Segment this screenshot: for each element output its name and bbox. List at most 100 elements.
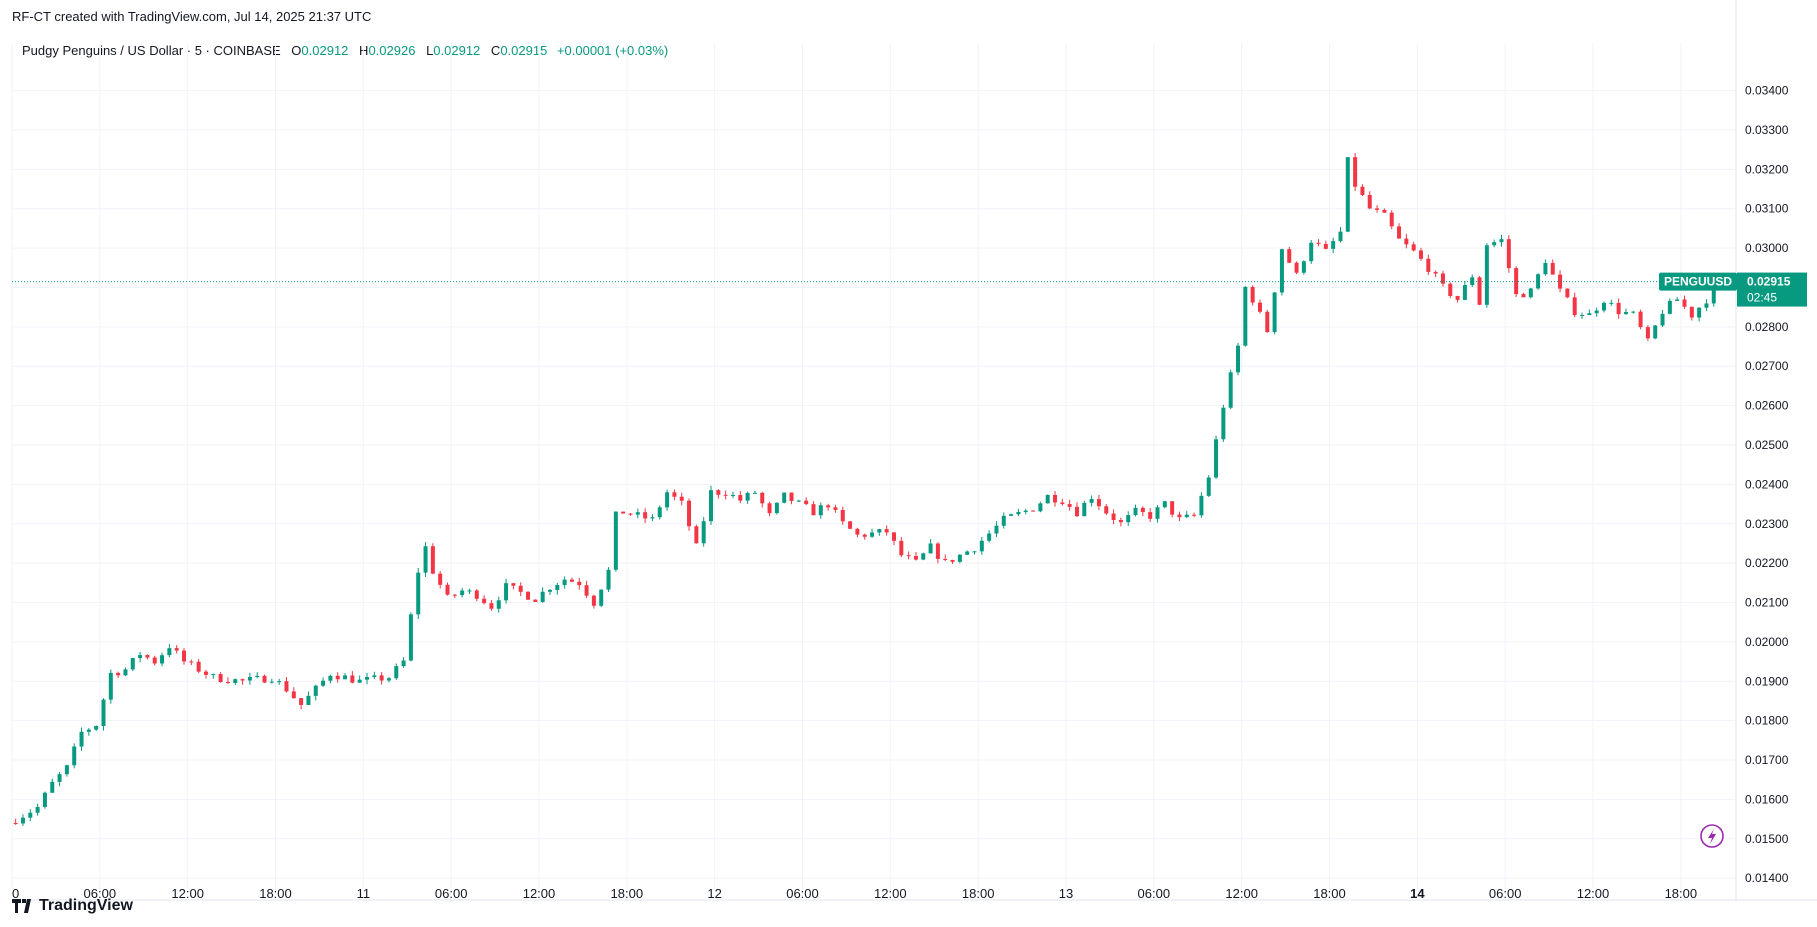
candle-body bbox=[386, 678, 391, 681]
candle bbox=[1660, 309, 1665, 328]
candle-body bbox=[1682, 299, 1687, 307]
candle-body bbox=[957, 554, 962, 562]
candle-body bbox=[1616, 302, 1621, 315]
candle bbox=[1096, 494, 1101, 511]
time-tick-label: 06:00 bbox=[1489, 886, 1522, 901]
candle bbox=[1053, 491, 1058, 507]
candle-body bbox=[1155, 507, 1160, 519]
candle-body bbox=[862, 534, 867, 537]
candle-body bbox=[709, 490, 714, 522]
candle bbox=[613, 511, 618, 572]
candle bbox=[269, 678, 274, 684]
time-tick-label: 06:00 bbox=[786, 886, 819, 901]
candle bbox=[1514, 266, 1519, 298]
candle bbox=[833, 504, 838, 513]
candle bbox=[804, 497, 809, 505]
candle bbox=[569, 577, 574, 583]
time-tick-label: 06:00 bbox=[435, 886, 468, 901]
candle bbox=[635, 508, 640, 519]
price-tick-label: 0.02500 bbox=[1745, 438, 1789, 452]
candle bbox=[313, 684, 318, 701]
candle bbox=[42, 791, 47, 809]
candle bbox=[203, 669, 208, 679]
open-label: O bbox=[291, 43, 302, 58]
candle-body bbox=[482, 598, 487, 604]
candle-body bbox=[460, 590, 465, 596]
candle bbox=[350, 671, 355, 684]
candle bbox=[1272, 292, 1277, 335]
candle bbox=[1279, 248, 1284, 296]
candle bbox=[1206, 475, 1211, 498]
candle-body bbox=[255, 675, 260, 677]
candle-body bbox=[738, 495, 743, 501]
price-tick-label: 0.01900 bbox=[1745, 674, 1789, 688]
candle bbox=[1331, 237, 1336, 254]
candle bbox=[709, 485, 714, 525]
candle bbox=[401, 657, 406, 668]
chart-overlay: PENGUUSD 0.02915 02:45 bbox=[12, 272, 1807, 848]
tradingview-logo[interactable]: TradingView bbox=[12, 897, 133, 915]
close-value: 0.02915 bbox=[500, 43, 548, 58]
candle bbox=[1360, 184, 1365, 197]
candle bbox=[1572, 292, 1577, 318]
symbol-title[interactable]: Pudgy Penguins / US Dollar · 5 · COINBAS… bbox=[22, 43, 281, 58]
candle bbox=[760, 491, 765, 508]
candle-body bbox=[1440, 273, 1445, 284]
candle bbox=[196, 658, 201, 674]
candle-body bbox=[1279, 249, 1284, 293]
candle bbox=[72, 743, 77, 769]
candle bbox=[189, 659, 194, 666]
candle-body bbox=[599, 589, 604, 606]
candle bbox=[108, 669, 113, 704]
candle bbox=[1536, 273, 1541, 290]
candle bbox=[79, 727, 84, 751]
candle-body bbox=[965, 551, 970, 555]
candle bbox=[101, 698, 106, 731]
candle bbox=[35, 803, 40, 816]
candle-body bbox=[935, 543, 940, 559]
time-tick-label: 18:00 bbox=[611, 886, 644, 901]
candle-body bbox=[452, 594, 457, 596]
candle bbox=[1345, 156, 1350, 233]
candle-body bbox=[1580, 315, 1585, 317]
candle bbox=[643, 508, 648, 523]
candle bbox=[789, 492, 794, 505]
time-tick-label: 12:00 bbox=[1577, 886, 1610, 901]
candle bbox=[482, 595, 487, 605]
price-tick-label: 0.02400 bbox=[1745, 477, 1789, 491]
candle bbox=[870, 528, 875, 538]
candle-body bbox=[240, 679, 245, 681]
candle-body bbox=[782, 492, 787, 503]
lightning-icon[interactable] bbox=[1700, 824, 1724, 848]
price-tick-label: 0.03100 bbox=[1745, 202, 1789, 216]
close-label: C bbox=[490, 43, 501, 58]
candle bbox=[1045, 494, 1050, 504]
candle-body bbox=[423, 546, 428, 573]
candle-body bbox=[1096, 499, 1101, 507]
candle-body bbox=[1074, 506, 1079, 517]
candle-body bbox=[752, 492, 757, 494]
candle bbox=[1148, 508, 1153, 522]
candle-body bbox=[672, 492, 677, 497]
candle-body bbox=[203, 671, 208, 675]
candle bbox=[884, 525, 889, 536]
candle-body bbox=[540, 591, 545, 602]
candle bbox=[752, 490, 757, 494]
candle bbox=[935, 542, 940, 564]
candle bbox=[811, 501, 816, 516]
candle bbox=[1257, 299, 1262, 314]
candle bbox=[1499, 234, 1504, 247]
candle bbox=[357, 675, 362, 683]
candle-body bbox=[1118, 519, 1123, 523]
candle-body bbox=[1638, 311, 1643, 328]
candle bbox=[855, 527, 860, 538]
candle bbox=[1243, 286, 1248, 347]
candle-body bbox=[416, 572, 421, 615]
candle bbox=[1638, 309, 1643, 330]
candle bbox=[1082, 500, 1087, 517]
candle bbox=[277, 678, 282, 685]
candle bbox=[1133, 504, 1138, 517]
candle-body bbox=[1250, 286, 1255, 303]
candle-body bbox=[401, 660, 406, 667]
